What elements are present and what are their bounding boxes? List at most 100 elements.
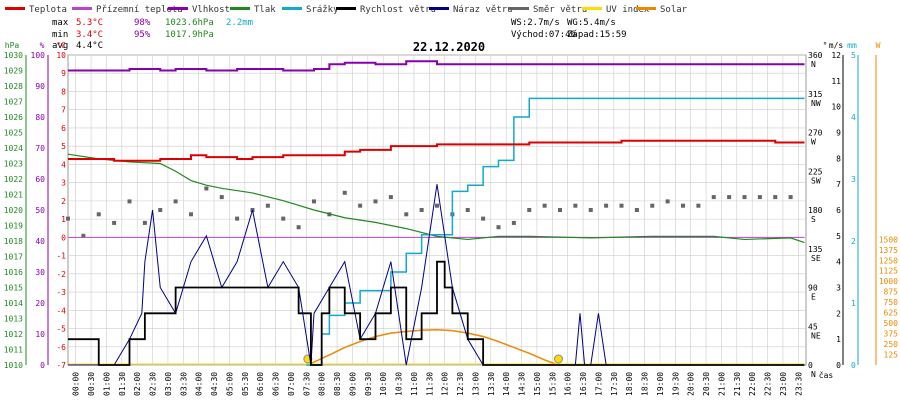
series-wind-line [68, 260, 805, 366]
wind-speed-tick: 2 [836, 309, 841, 318]
wind-direction-point [265, 203, 270, 208]
humidity-tick: 30 [35, 268, 45, 277]
wind-direction-tick: 90 [808, 284, 818, 293]
solar-tick: 1000 [879, 277, 898, 286]
x-tick-label: 05:00 [225, 372, 234, 396]
rain-unit: mm [847, 41, 857, 50]
x-tick-label: 04:30 [210, 372, 219, 396]
x-tick-label: 11:00 [410, 372, 419, 396]
x-tick-label: 12:30 [456, 372, 465, 396]
x-tick-label: 12:00 [441, 372, 450, 396]
wind-direction-point [281, 216, 286, 221]
wind-direction-tick: 360 [808, 51, 823, 60]
wind-direction-point [66, 216, 70, 221]
pressure-tick: 1023 [4, 160, 23, 169]
pressure-tick: 1010 [4, 361, 23, 370]
temperature-tick: -1 [56, 252, 66, 261]
wind-direction-tick: 180 [808, 206, 823, 215]
x-tick-label: 17:00 [594, 372, 603, 396]
wind-direction-point [342, 190, 347, 195]
solar-tick: 750 [884, 298, 899, 307]
wind-direction-label: S [811, 215, 816, 224]
wind-direction-point [665, 199, 670, 204]
legend-label: Přízemní teplota [96, 5, 183, 15]
pressure-tick: 1019 [4, 222, 23, 231]
temperature-tick: -4 [56, 306, 66, 315]
wind-speed-tick: 7 [836, 180, 841, 189]
grid [67, 54, 807, 366]
temperature-tick: -5 [56, 325, 66, 334]
humidity-tick: 10 [35, 330, 45, 339]
solar-tick: 1125 [879, 267, 898, 276]
solar-tick: 125 [884, 351, 899, 360]
solar-tick: 1375 [879, 246, 898, 255]
solar-tick: 625 [884, 309, 899, 318]
x-tick-label: 13:30 [487, 372, 496, 396]
wind-direction-point [727, 195, 732, 200]
pressure-tick: 1028 [4, 82, 23, 91]
x-tick-label: 10:30 [395, 372, 404, 396]
wind-direction-point [358, 203, 363, 208]
wind-direction-point [373, 199, 378, 204]
stat-min-temp: 3.4°C [76, 30, 103, 40]
legend-label: Vlhkost [192, 5, 230, 15]
wind-direction-tick: 45 [808, 322, 818, 331]
x-tick-label: 11:30 [425, 372, 434, 396]
pressure-tick: 1013 [4, 315, 23, 324]
wind-speed-unit: m/s [829, 41, 844, 50]
series-temperature-line [68, 139, 805, 162]
wind-direction-point [296, 225, 301, 230]
rain-tick: 4 [851, 113, 856, 122]
chart-title: 22.12.2020 [413, 40, 485, 54]
pressure-tick: 1017 [4, 253, 23, 262]
legend-swatch [509, 7, 529, 10]
x-tick-label: 21:00 [717, 372, 726, 396]
humidity-tick: 60 [35, 175, 45, 184]
wind-direction-point [173, 199, 178, 204]
x-tick-label: 08:00 [318, 372, 327, 396]
x-tick-label: 15:00 [533, 372, 542, 396]
wind-direction-point [127, 199, 132, 204]
stat-max-rain: 2.2mm [226, 18, 253, 28]
wind-direction-point [235, 216, 240, 221]
x-tick-label: 06:30 [272, 372, 281, 396]
stat-max-hum: 98% [134, 18, 151, 28]
humidity-tick: 80 [35, 113, 45, 122]
pressure-tick: 1021 [4, 191, 23, 200]
wind-direction-label: NE [811, 331, 821, 340]
wind-direction-label: W [811, 138, 816, 147]
x-tick-label: 06:00 [256, 372, 265, 396]
pressure-tick: 1011 [4, 346, 23, 355]
pressure-tick: 1012 [4, 330, 23, 339]
x-tick-label: 10:00 [379, 372, 388, 396]
wind-direction-point [604, 203, 609, 208]
wind-direction-label: SW [811, 176, 821, 185]
pressure-tick: 1020 [4, 206, 23, 215]
wind-direction-point [388, 195, 393, 200]
legend: Teplota Přízemní teplota Vlhkost Tlak Srážky… [5, 5, 688, 15]
x-tick-label: 18:00 [625, 372, 634, 396]
series-solar-line [307, 329, 559, 366]
temperature-tick: 4 [61, 160, 66, 169]
series-humidity-line [68, 60, 805, 72]
pressure-tick: 1016 [4, 268, 23, 277]
wind-direction-point [219, 195, 224, 200]
x-tick-label: 16:00 [564, 372, 573, 396]
wind-direction-label: E [811, 293, 816, 302]
pressure-unit: hPa [5, 41, 20, 50]
wind-direction-point [404, 212, 409, 217]
legend-swatch [72, 7, 92, 10]
solar-tick: 375 [884, 330, 899, 339]
x-tick-label: 00:00 [72, 372, 81, 396]
humidity-tick: 40 [35, 237, 45, 246]
wind-direction-tick: 270 [808, 129, 823, 138]
sunrise: Východ:07:46 [511, 30, 576, 40]
wind-direction-point [435, 203, 439, 208]
wind-direction-point [542, 203, 547, 208]
humidity-tick: 0 [40, 361, 45, 370]
pressure-tick: 1018 [4, 237, 23, 246]
x-tick-label: 03:30 [179, 372, 188, 396]
stat-avg-label: avg [52, 41, 68, 51]
humidity-tick: 20 [35, 299, 45, 308]
